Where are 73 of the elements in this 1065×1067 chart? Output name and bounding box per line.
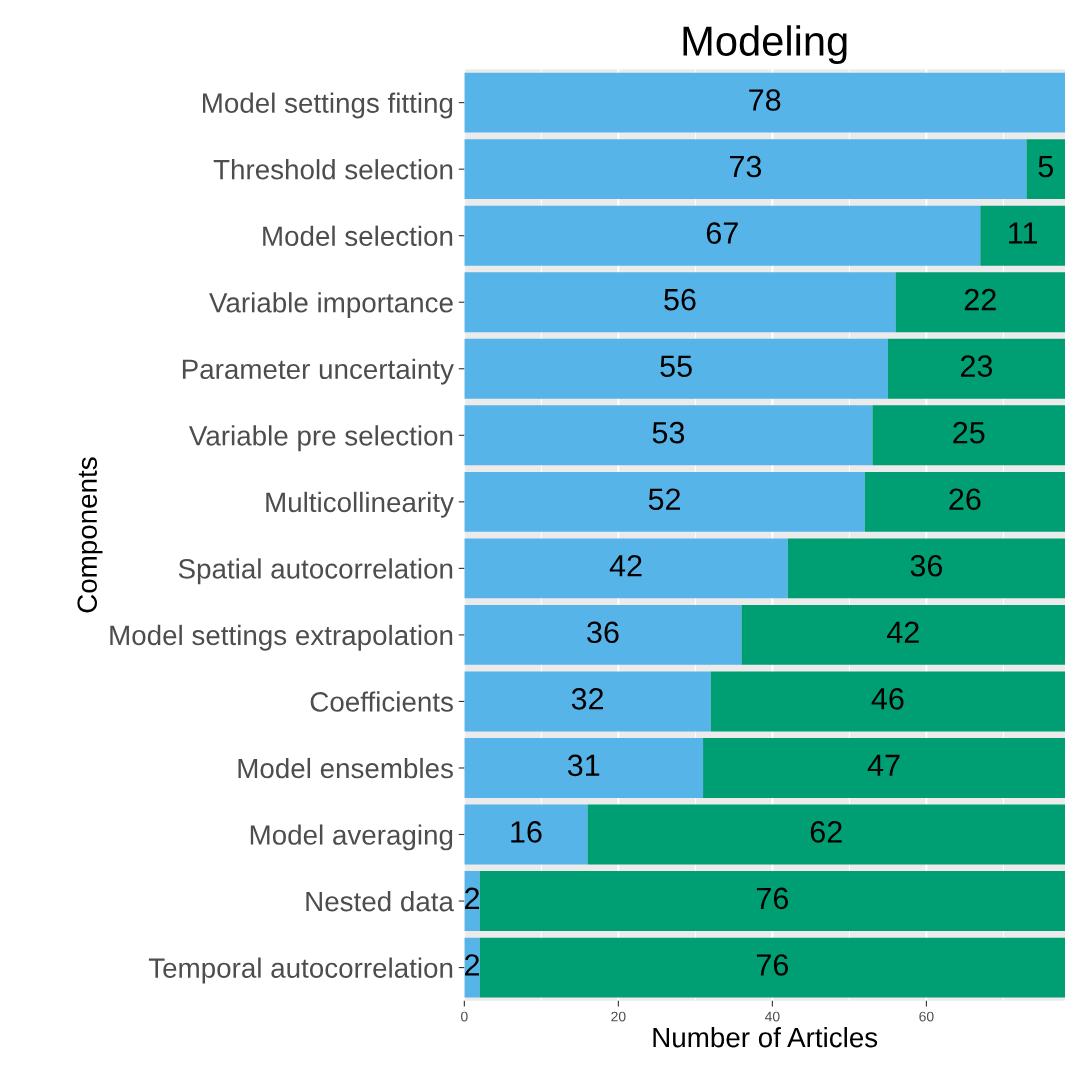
data-label: 5 [1038,156,1053,178]
bar [479,871,1065,931]
bar [587,804,1065,865]
y-tick-label: Temporal autocorrelation [148,957,453,984]
data-label: 22 [964,288,996,311]
data-label: 78 [749,89,781,111]
bar [787,538,1065,599]
data-label: 47 [867,754,900,776]
chart-title: Modeling [683,25,847,65]
bar [872,405,1065,466]
bar [887,338,1065,399]
bar [710,671,1065,732]
x-tick-label: 40 [764,1011,780,1022]
data-label: 31 [567,754,600,777]
y-axis-title: Components [77,457,103,613]
data-label: 76 [756,887,789,910]
bar [464,604,742,665]
data-label: 76 [756,954,789,976]
bar [741,604,1065,665]
y-tick-label: Model settings fitting [203,92,453,119]
bar [464,338,888,399]
bar [464,272,896,333]
data-label: 62 [810,821,842,843]
bar [464,471,865,532]
data-label: 67 [706,222,738,244]
data-label: 42 [609,554,642,577]
data-label: 2 [465,887,479,909]
y-tick-label: Model averaging [250,824,453,851]
y-tick-label: Spatial autocorrelation [178,558,453,585]
data-label: 36 [587,621,619,644]
bar [464,139,1027,200]
data-label: 26 [949,488,981,511]
data-label: 52 [648,488,681,511]
bar [464,405,873,466]
data-label: 23 [960,355,993,377]
data-label: 16 [511,821,542,843]
data-label: 2 [465,954,479,976]
bar [464,205,981,266]
data-label: 56 [664,288,696,311]
data-label: 46 [871,688,904,710]
y-tick-label: Multicollinearity [266,491,454,518]
bar [895,272,1065,333]
data-label: 53 [652,421,685,444]
x-tick-label: 0 [461,1011,468,1022]
y-tick-label: Parameter uncertainty [182,358,454,385]
data-label: 25 [953,421,985,444]
y-tick-label: Threshold selection [213,159,453,180]
bar [464,804,588,865]
x-axis-title: Number of Articles [653,1026,878,1048]
data-label: 55 [660,355,692,377]
bar [464,671,711,732]
data-label: 11 [1009,222,1038,244]
data-label: 36 [910,554,943,577]
y-tick-label: Variable pre selection [188,425,453,452]
data-label: 32 [571,688,604,710]
x-tick-label: 20 [611,1011,626,1022]
bar [1026,139,1065,200]
bar [464,738,704,798]
bar [479,937,1065,998]
bar [864,471,1065,532]
data-label: 42 [886,621,919,643]
y-tick-label: Model settings extrapolation [110,624,453,651]
y-tick-label: Coefficients [310,691,453,712]
bar [980,205,1065,266]
y-tick-label: Model selection [263,225,453,247]
bar [464,538,788,599]
bar [703,738,1065,798]
y-tick-label: Model ensembles [238,757,453,779]
x-tick-label: 60 [919,1011,934,1022]
data-label: 73 [729,155,762,178]
bar [464,72,1065,133]
y-tick-label: Variable importance [209,292,453,319]
y-tick-label: Nested data [306,890,454,912]
